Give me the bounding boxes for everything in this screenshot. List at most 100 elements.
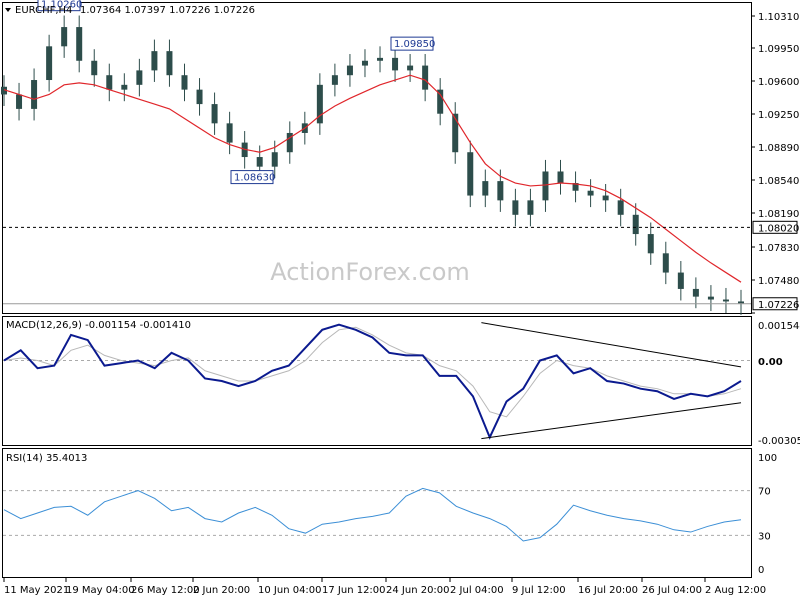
price-bar-body <box>1 86 7 95</box>
price-bar-body <box>722 299 729 302</box>
price-bar-body <box>557 171 564 184</box>
axis-layer: 1.08020 1.07226 1.10310 1.09950 1.09600 1.092… <box>3 12 800 596</box>
price-bar-body <box>662 253 669 273</box>
watermark: ActionForex.com <box>270 258 470 286</box>
price-bar-body <box>377 57 384 61</box>
price-y-tick-label: 1.09950 <box>758 44 799 55</box>
price-bar-body <box>181 75 188 90</box>
price-bar-body <box>738 301 744 304</box>
macd-trendline <box>481 402 742 440</box>
price-y-tick-label: 1.09600 <box>758 77 799 88</box>
price-bar-body <box>106 75 113 90</box>
price-bar-body <box>497 181 504 201</box>
current-price-label: 1.07226 <box>758 300 799 311</box>
price-annotation-label: 1.10260 <box>41 0 82 11</box>
price-bar-body <box>602 195 609 201</box>
macd-signal-line <box>3 326 742 418</box>
price-bar-body <box>121 84 128 90</box>
price-y-tick-label: 1.10310 <box>758 12 799 23</box>
rsi-y-tick-label: 70 <box>758 487 771 498</box>
macd-main-line <box>3 323 742 440</box>
price-bar-body <box>211 104 218 124</box>
ohlc-header: 1.07364 1.07397 1.07226 1.07226 <box>80 5 255 16</box>
price-bar-body <box>647 234 654 254</box>
price-bar-body <box>392 57 399 71</box>
price-y-tick-label: 1.07480 <box>758 276 799 287</box>
x-axis-tick-label: 9 Jul 12:00 <box>512 585 566 596</box>
price-y-tick-label: 1.08890 <box>758 143 799 154</box>
x-axis-tick-label: 24 Jun 20:00 <box>386 585 450 596</box>
price-bar-body <box>422 65 429 90</box>
rsi-layer <box>3 487 751 542</box>
price-y-tick-label: 1.07830 <box>758 243 799 254</box>
price-bar-body <box>512 200 519 215</box>
price-bar-body <box>46 46 53 81</box>
price-annotation-label: 1.09850 <box>394 39 435 50</box>
price-bar-body <box>316 84 323 124</box>
price-bar-body <box>16 94 23 109</box>
price-panel-frame <box>2 2 752 314</box>
price-layer: 1.10260 1.09850 1.08630 <box>1 0 751 315</box>
price-bar-body <box>76 27 83 61</box>
macd-y-tick-label: 0.00 <box>758 357 783 368</box>
price-annotation-label: 1.08630 <box>234 173 275 184</box>
price-bar-body <box>482 181 489 196</box>
macd-y-tick-label: -0.003054 <box>758 436 800 447</box>
x-axis-tick-label: 16 Jul 20:00 <box>578 585 638 596</box>
price-y-tick-label: 1.08540 <box>758 176 799 187</box>
price-bar-body <box>437 89 444 114</box>
price-bar-body <box>572 183 579 191</box>
rsi-line <box>3 487 742 542</box>
x-axis-tick-label: 11 May 2021 <box>4 585 69 596</box>
rsi-y-tick-label: 100 <box>758 453 777 464</box>
macd-layer <box>3 322 751 440</box>
price-bar-body <box>31 80 38 109</box>
price-bar-body <box>542 171 549 201</box>
price-bar-body <box>286 132 293 153</box>
price-bar-body <box>136 70 143 85</box>
price-annotation-box <box>230 170 274 185</box>
x-axis-tick-label: 17 Jun 12:00 <box>322 585 386 596</box>
price-y-tick-label: 1.08190 <box>758 209 799 220</box>
price-bar-body <box>467 152 474 196</box>
price-bar-body <box>617 200 624 215</box>
price-y-tick-label: 1.09250 <box>758 110 799 121</box>
price-bar-body <box>692 288 699 297</box>
x-axis-tick-label: 10 Jun 04:00 <box>258 585 322 596</box>
level-label: 1.08020 <box>758 223 799 234</box>
x-axis-tick-label: 19 May 04:00 <box>66 585 135 596</box>
level-label-box <box>752 220 798 234</box>
price-bar-body <box>452 113 459 153</box>
macd-panel-frame <box>2 316 752 446</box>
macd-panel-title: MACD(12,26,9) -0.001154 -0.001410 <box>6 320 191 331</box>
rsi-panel-title: RSI(14) 35.4013 <box>6 453 87 464</box>
price-bar-body <box>166 51 173 76</box>
price-bar-body <box>196 89 203 105</box>
x-axis-tick-label: 26 Jul 04:00 <box>642 585 702 596</box>
price-bar-body <box>271 152 278 167</box>
symbol-dropdown-icon[interactable] <box>5 8 11 12</box>
macd-y-tick-label: 0.001544 <box>758 321 800 332</box>
price-bar-body <box>61 27 68 47</box>
price-bar-body <box>677 272 684 289</box>
macd-trendline <box>481 322 742 368</box>
price-bar-body <box>632 214 639 235</box>
x-axis-tick-label: 26 May 12:00 <box>131 585 200 596</box>
price-bar-body <box>587 190 594 196</box>
price-bar-body <box>91 60 98 76</box>
price-bar-body <box>226 123 233 143</box>
x-axis-tick-label: 2 Jul 04:00 <box>450 585 504 596</box>
x-axis-tick-label: 2 Jun 20:00 <box>193 585 250 596</box>
price-bar-body <box>407 65 414 71</box>
moving-average-line <box>3 74 742 283</box>
x-axis-tick-label: 2 Aug 12:00 <box>705 585 766 596</box>
rsi-panel-frame <box>2 448 752 578</box>
price-bar-body <box>361 60 368 66</box>
price-bar-body <box>707 296 714 300</box>
price-bar-body <box>331 75 338 85</box>
rsi-y-tick-label: 0 <box>758 565 764 576</box>
rsi-y-tick-label: 30 <box>758 531 771 542</box>
price-panel-title: EURCHF,H4 <box>15 5 72 16</box>
